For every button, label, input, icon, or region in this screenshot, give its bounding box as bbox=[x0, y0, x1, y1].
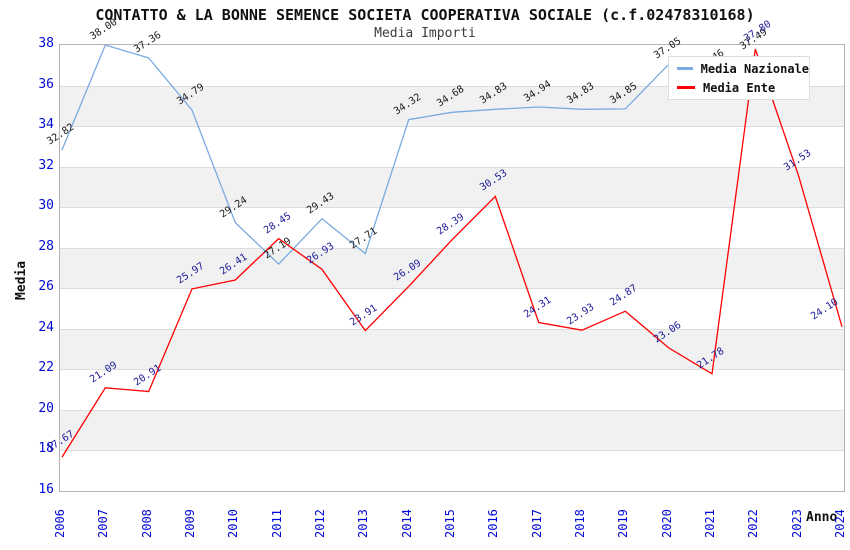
gridline bbox=[60, 450, 844, 452]
x-tick-label: 2024 bbox=[833, 509, 847, 538]
gridline bbox=[60, 288, 844, 290]
x-tick-label: 2009 bbox=[183, 509, 197, 538]
x-tick-label: 2021 bbox=[703, 509, 717, 538]
x-tick-label: 2012 bbox=[313, 509, 327, 538]
legend-item-media-nazionale: Media Nazionale bbox=[677, 62, 809, 76]
x-tick-label: 2023 bbox=[789, 509, 804, 538]
legend-item-media-ente: Media Ente bbox=[677, 81, 809, 95]
y-tick-label: 38 bbox=[38, 36, 54, 51]
gridline bbox=[60, 85, 844, 87]
x-tick-label: 2018 bbox=[573, 509, 587, 538]
x-tick-label: 2011 bbox=[269, 509, 284, 538]
x-tick-label: 2022 bbox=[746, 509, 761, 538]
y-tick-label: 26 bbox=[38, 279, 54, 295]
x-tick-label: 2006 bbox=[53, 509, 67, 538]
x-tick-label: 2020 bbox=[659, 509, 674, 538]
y-tick-label: 36 bbox=[38, 76, 54, 92]
gridline bbox=[60, 207, 844, 209]
legend: Media Nazionale Media Ente bbox=[668, 56, 810, 100]
chart-subtitle: Media Importi bbox=[374, 26, 476, 41]
legend-line-swatch-nazionale bbox=[677, 67, 693, 70]
x-tick-label: 2008 bbox=[139, 509, 154, 538]
legend-label-ente: Media Ente bbox=[703, 80, 776, 95]
x-tick-label: 2016 bbox=[486, 509, 501, 538]
x-tick-label: 2010 bbox=[226, 509, 241, 538]
x-axis-label: Anno bbox=[806, 510, 838, 525]
x-tick-label: 2014 bbox=[399, 509, 414, 538]
y-tick-label: 32 bbox=[38, 157, 54, 173]
gridline bbox=[60, 369, 844, 371]
gridline bbox=[60, 126, 844, 128]
y-tick-label: 24 bbox=[38, 319, 54, 335]
legend-label-nazionale: Media Nazionale bbox=[700, 61, 809, 76]
grid-band bbox=[60, 409, 844, 451]
y-tick-label: 30 bbox=[38, 198, 54, 214]
chart-title: CONTATTO & LA BONNE SEMENCE SOCIETA COOP… bbox=[95, 6, 755, 24]
x-tick-label: 2017 bbox=[529, 509, 544, 538]
x-tick-label: 2015 bbox=[443, 509, 457, 538]
x-tick-label: 2007 bbox=[96, 509, 111, 538]
gridline bbox=[60, 247, 844, 249]
y-tick-label: 28 bbox=[38, 238, 54, 254]
y-tick-label: 20 bbox=[38, 400, 54, 416]
plot-area bbox=[59, 44, 845, 492]
series-line-1 bbox=[61, 48, 843, 458]
y-tick-label: 22 bbox=[38, 360, 54, 376]
legend-line-swatch-ente bbox=[677, 86, 695, 89]
grid-band bbox=[60, 247, 844, 289]
y-tick-label: 34 bbox=[38, 117, 54, 133]
series-lines bbox=[61, 45, 843, 458]
series-line-0 bbox=[61, 45, 756, 266]
y-tick-label: 16 bbox=[38, 482, 54, 497]
x-tick-label: 2013 bbox=[356, 509, 371, 538]
gridline bbox=[60, 328, 844, 330]
y-tick-label: 18 bbox=[38, 441, 54, 457]
gridline bbox=[60, 166, 844, 168]
gridline bbox=[60, 409, 844, 411]
grid-band bbox=[60, 166, 844, 208]
x-tick-label: 2019 bbox=[616, 509, 631, 538]
